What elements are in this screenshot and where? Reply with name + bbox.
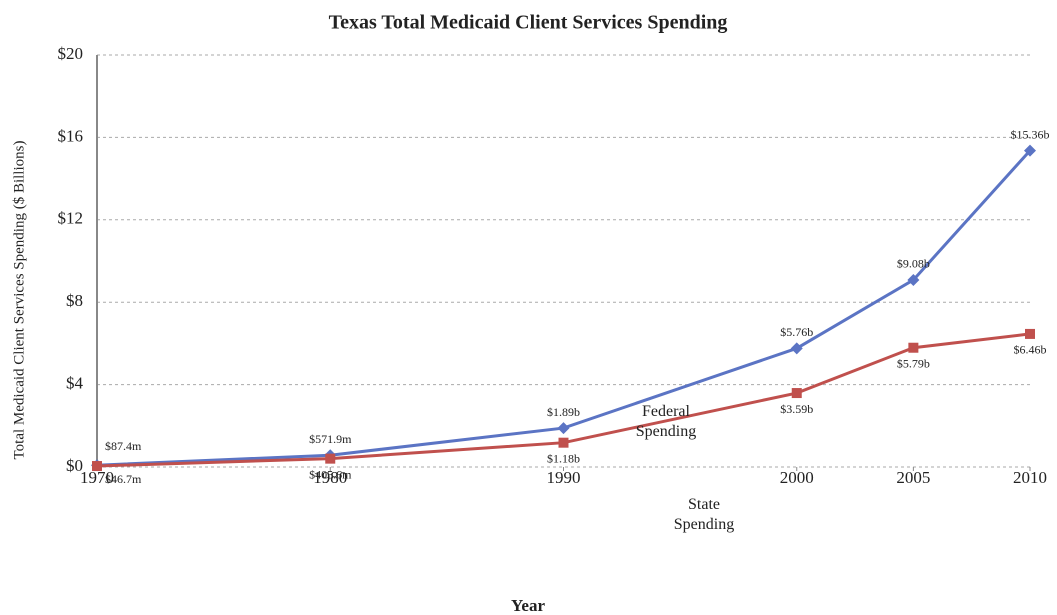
data-label: $87.4m [105,439,142,453]
x-tick-label: 1970 [80,468,114,487]
federal-annotation: Federal Spending [635,403,697,440]
marker [325,453,336,464]
data-label: $6.46b [1014,343,1047,357]
marker [791,388,802,399]
state-annotation: State Spending [673,496,735,533]
data-label: $15.36b [1011,127,1050,141]
data-label: $5.79b [897,356,930,370]
x-tick-label: 2005 [896,468,930,487]
x-tick-label: 2000 [780,468,814,487]
x-tick-label: 1990 [547,468,581,487]
data-label: $1.89b [547,405,580,419]
y-tick-label: $20 [58,44,84,63]
data-label: $1.18b [547,451,580,465]
data-label: $405.6m [309,467,352,481]
marker [557,422,570,435]
marker [908,342,919,353]
y-axis-label: Total Medicaid Client Services Spending … [11,141,27,460]
data-label: $9.08b [897,257,930,271]
data-label: $3.59b [780,402,813,416]
marker [1024,144,1036,157]
data-label: $46.7m [105,472,142,486]
y-tick-label: $4 [66,374,84,393]
series-line [96,149,1032,467]
x-tick-label: 1980 [313,468,347,487]
y-tick-label: $12 [58,209,84,228]
marker [790,342,803,355]
y-tick-label: $8 [66,291,83,310]
series-line [96,332,1031,468]
marker [92,461,102,472]
marker [1025,328,1035,339]
data-label: $5.76b [780,325,813,339]
x-tick-label: 2010 [1013,468,1047,487]
chart-title: Texas Total Medicaid Client Services Spe… [329,12,728,34]
y-tick-label: $16 [58,126,84,145]
marker [907,273,920,286]
y-tick-label: $0 [66,456,83,475]
data-label: $571.9m [309,432,352,446]
marker [558,437,569,448]
x-axis-label: Year [511,596,545,615]
